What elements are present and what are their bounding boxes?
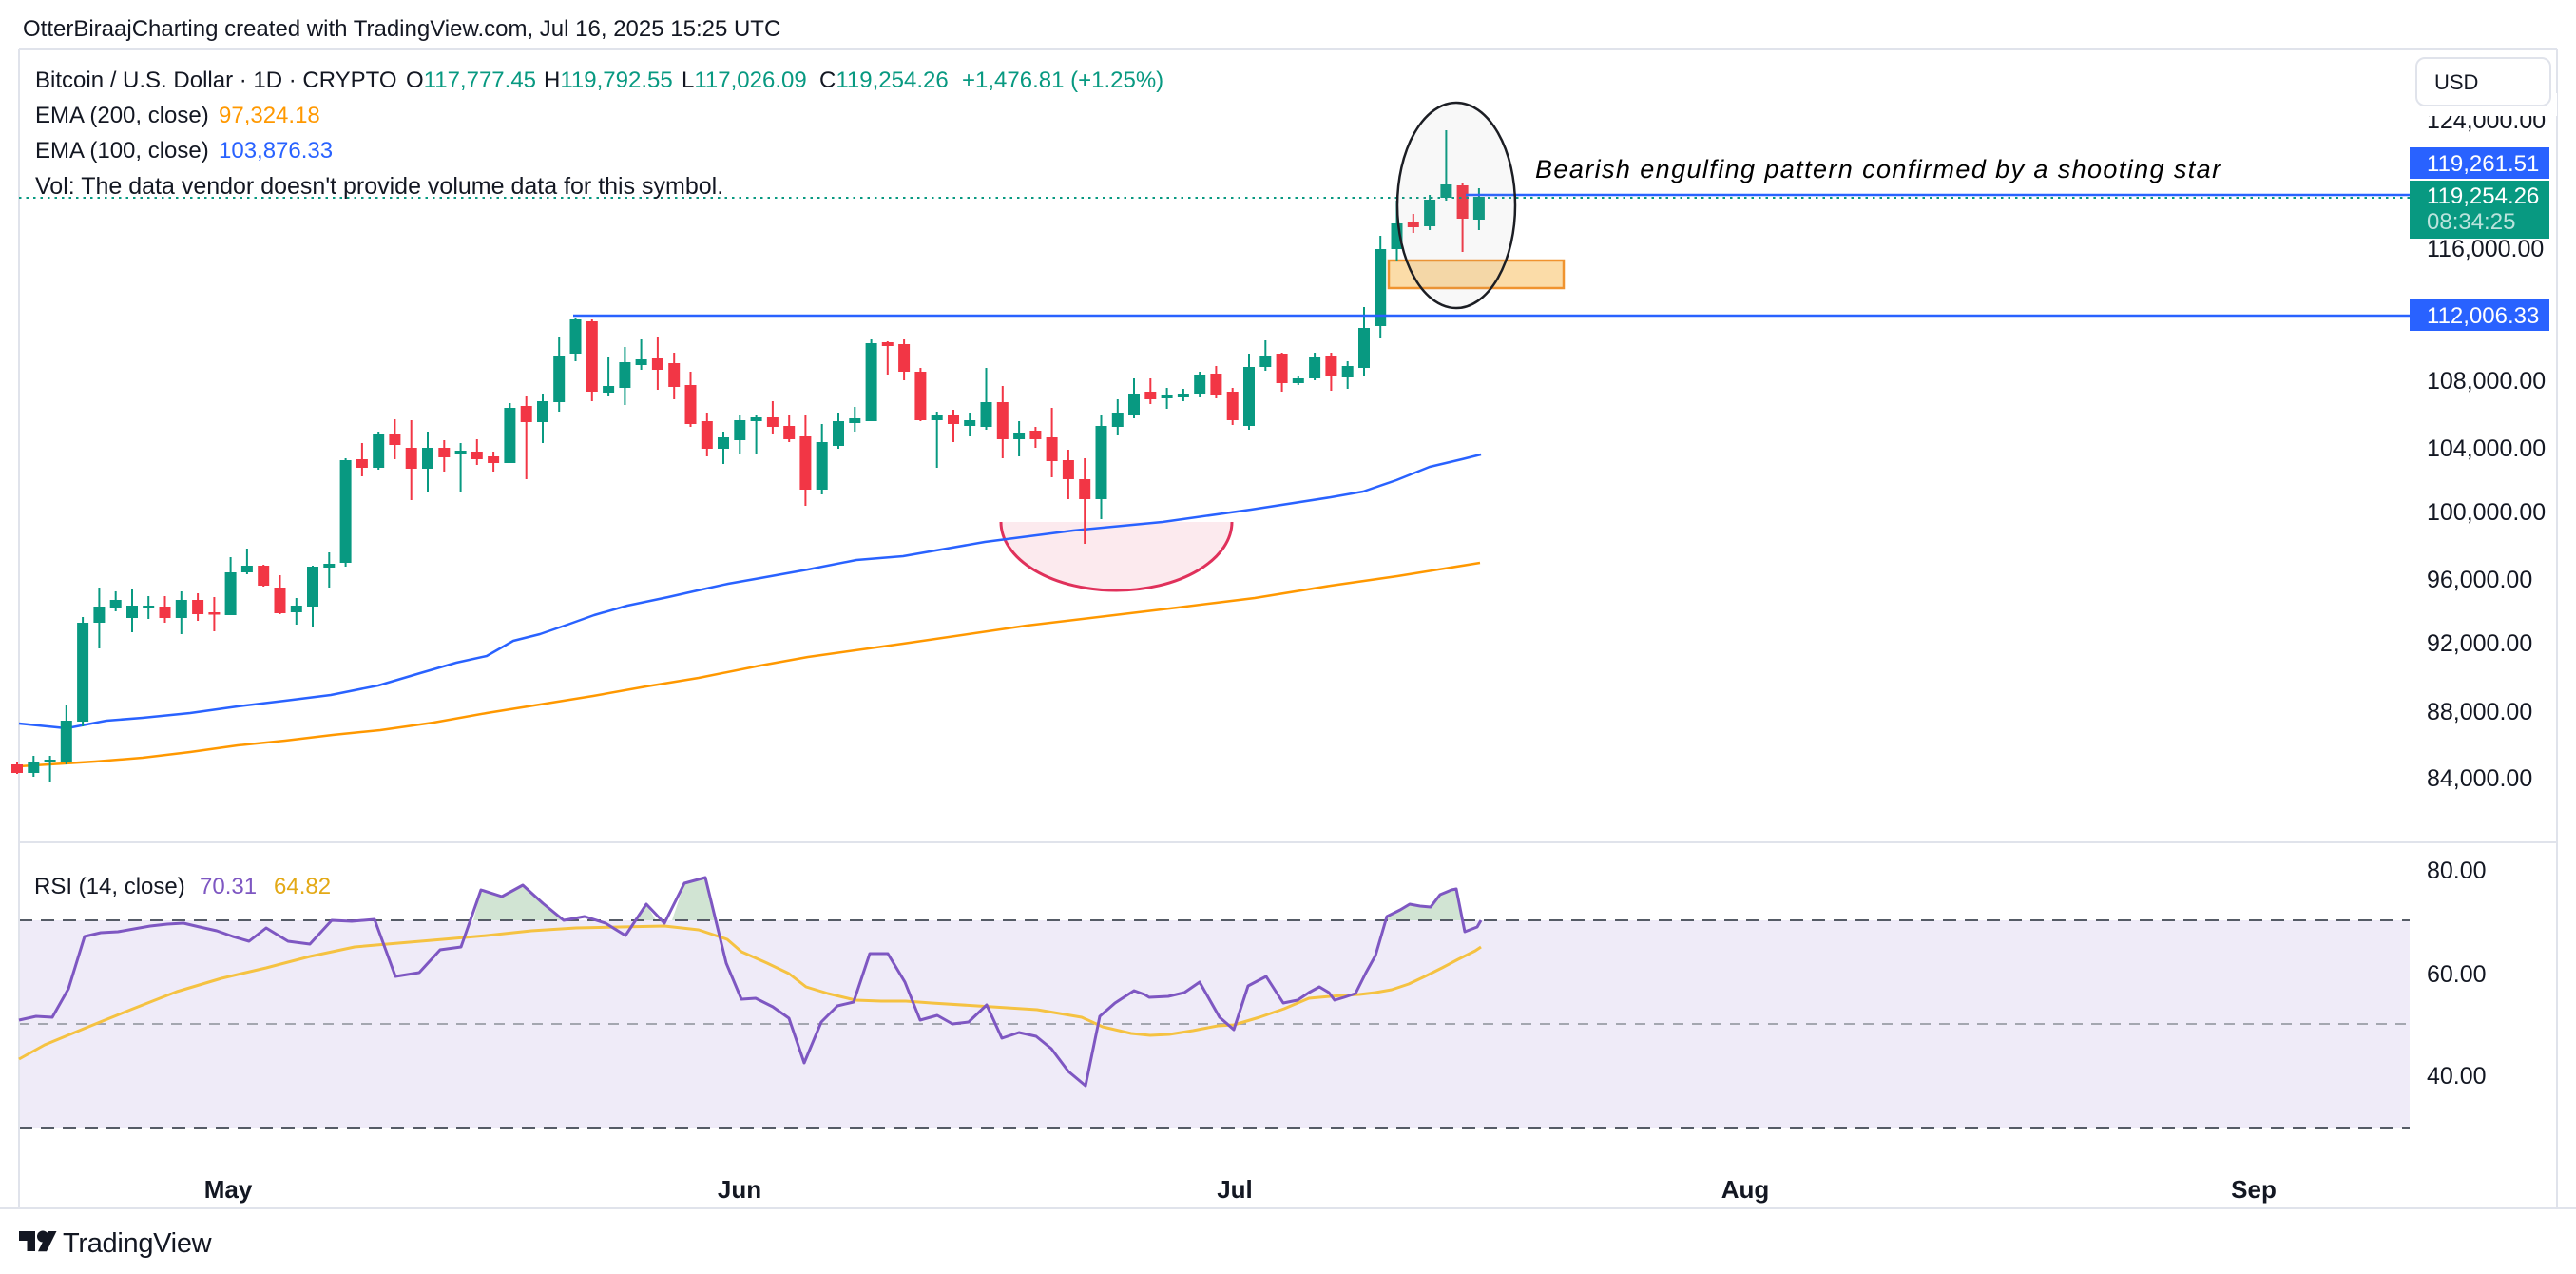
svg-text:C119,254.26: C119,254.26 (819, 68, 949, 93)
svg-text:104,000.00: 104,000.00 (2427, 435, 2546, 462)
svg-text:+1,476.81 (+1.25%): +1,476.81 (+1.25%) (962, 68, 1163, 93)
svg-text:97,324.18: 97,324.18 (219, 103, 320, 128)
svg-text:Jul: Jul (1217, 1175, 1253, 1204)
svg-text:Aug: Aug (1721, 1175, 1770, 1204)
svg-text:103,876.33: 103,876.33 (219, 138, 333, 164)
svg-text:Bearish engulfing pattern conf: Bearish engulfing pattern confirmed by a… (1535, 155, 2221, 183)
svg-text:84,000.00: 84,000.00 (2427, 765, 2532, 792)
svg-text:RSI (14, close): RSI (14, close) (34, 874, 185, 899)
svg-text:USD: USD (2434, 70, 2478, 94)
svg-text:96,000.00: 96,000.00 (2427, 567, 2532, 593)
svg-text:60.00: 60.00 (2427, 961, 2487, 988)
svg-text:88,000.00: 88,000.00 (2427, 699, 2532, 725)
svg-text:O117,777.45: O117,777.45 (406, 68, 536, 93)
svg-text:OtterBiraajCharting created wi: OtterBiraajCharting created with Trading… (23, 16, 780, 42)
svg-text:116,000.00: 116,000.00 (2427, 236, 2544, 262)
svg-text:108,000.00: 108,000.00 (2427, 368, 2546, 395)
svg-text:EMA (100, close): EMA (100, close) (35, 138, 209, 164)
svg-text:40.00: 40.00 (2427, 1063, 2487, 1090)
svg-text:112,006.33: 112,006.33 (2427, 303, 2539, 329)
svg-text:64.82: 64.82 (274, 874, 331, 899)
svg-text:TradingView: TradingView (63, 1228, 213, 1259)
svg-text:Bitcoin / U.S. Dollar · 1D · C: Bitcoin / U.S. Dollar · 1D · CRYPTO (35, 68, 397, 93)
svg-text:119,254.26: 119,254.26 (2427, 183, 2539, 209)
svg-text:70.31: 70.31 (200, 874, 257, 899)
svg-text:92,000.00: 92,000.00 (2427, 630, 2532, 657)
svg-text:L117,026.09: L117,026.09 (682, 68, 807, 93)
svg-text:EMA (200, close): EMA (200, close) (35, 103, 209, 128)
svg-text:08:34:25: 08:34:25 (2427, 209, 2515, 235)
svg-text:80.00: 80.00 (2427, 858, 2487, 884)
svg-text:Jun: Jun (718, 1175, 761, 1204)
svg-text:May: May (204, 1175, 253, 1204)
svg-text:100,000.00: 100,000.00 (2427, 499, 2546, 526)
svg-text:H119,792.55: H119,792.55 (544, 68, 673, 93)
svg-text:119,261.51: 119,261.51 (2427, 151, 2539, 177)
svg-text:Sep: Sep (2231, 1175, 2277, 1204)
svg-text:Vol: The data vendor doesn't p: Vol: The data vendor doesn't provide vol… (35, 173, 723, 200)
